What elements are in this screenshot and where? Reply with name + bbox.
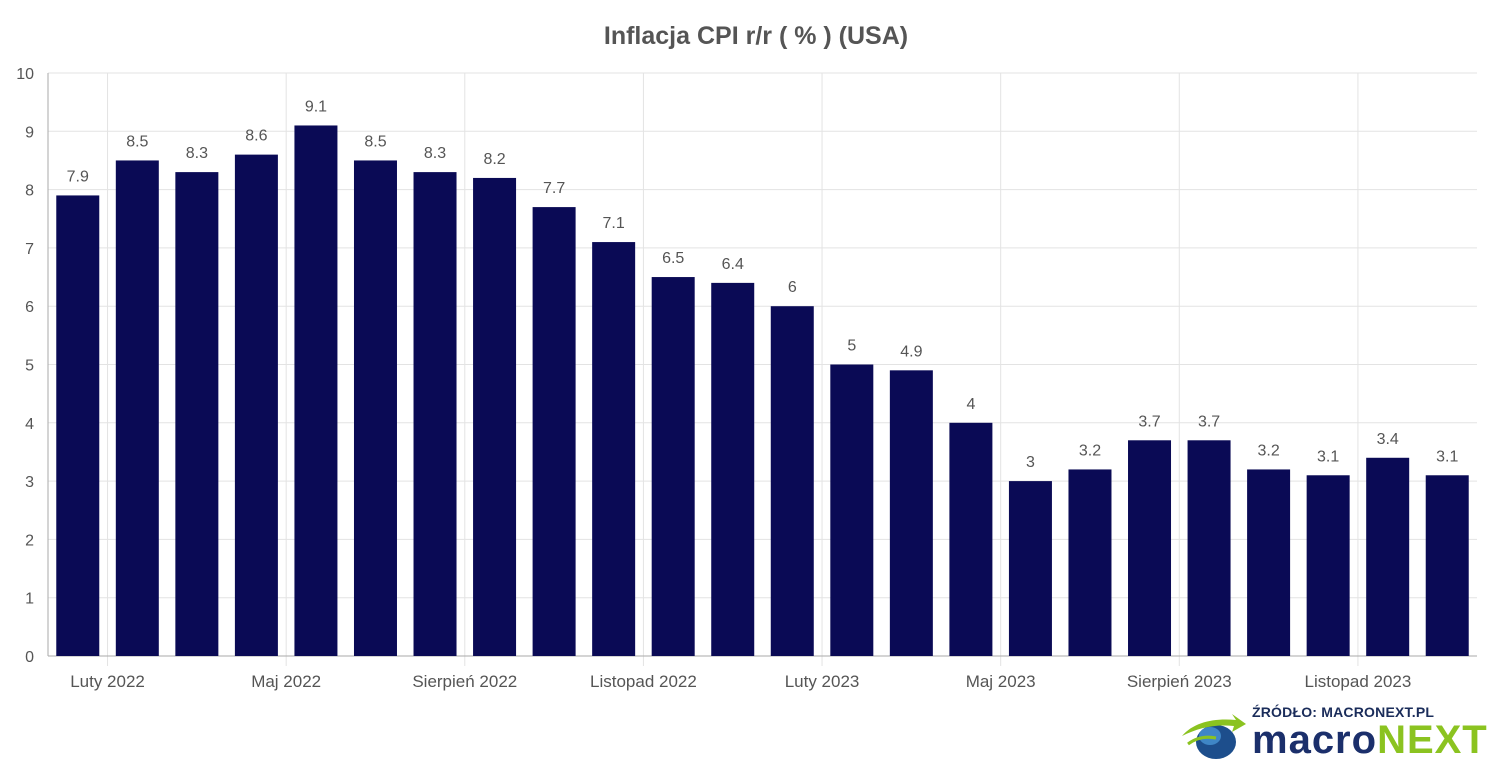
data-label: 7.7 [543, 180, 565, 197]
y-tick-label: 0 [25, 649, 34, 666]
macronext-logo-icon [1182, 714, 1246, 759]
bar [353, 160, 397, 656]
bar [592, 242, 636, 656]
y-tick-label: 7 [25, 241, 34, 258]
data-label: 3.2 [1257, 442, 1279, 459]
x-tick-label: Luty 2022 [70, 672, 145, 691]
y-tick-label: 10 [16, 66, 34, 83]
x-tick-label: Luty 2023 [785, 672, 860, 691]
bar [1306, 475, 1350, 656]
chart: 0 1 2 3 4 5 6 7 8 9 10 Luty 2022 Maj 2022 Sierpień 20… [16, 66, 1477, 691]
bar [56, 195, 100, 656]
brand-part-1: macro [1252, 718, 1378, 762]
gridlines [48, 72, 1477, 666]
x-tick-label: Listopad 2022 [590, 672, 697, 691]
x-tick-label: Sierpień 2022 [412, 672, 517, 691]
bar [294, 125, 338, 657]
data-label: 3.1 [1317, 448, 1339, 465]
x-tick-label: Maj 2022 [251, 672, 321, 691]
data-label: 4.9 [900, 343, 922, 360]
data-label: 3.2 [1079, 442, 1101, 459]
y-tick-label: 4 [25, 416, 34, 433]
labels: 0 1 2 3 4 5 6 7 8 9 10 Luty 2022 Maj 2022 Sierpień 20… [16, 66, 1458, 691]
bar [473, 177, 517, 656]
x-tick-label: Sierpień 2023 [1127, 672, 1232, 691]
y-tick-label: 6 [25, 299, 34, 316]
data-label: 3.7 [1138, 413, 1160, 430]
bar [115, 160, 159, 656]
bar [1187, 440, 1231, 656]
data-label: 6 [788, 279, 797, 296]
y-tick-label: 9 [25, 124, 34, 141]
bar [711, 282, 755, 656]
x-tick-label: Maj 2023 [966, 672, 1036, 691]
chart-title: Inflacja CPI r/r ( % ) (USA) [603, 22, 909, 50]
data-label: 8.3 [424, 145, 446, 162]
axes [47, 73, 1477, 657]
bar [889, 370, 933, 656]
data-label: 3.7 [1198, 413, 1220, 430]
bar [1068, 469, 1112, 656]
data-label: 8.6 [245, 128, 267, 145]
data-label: 8.2 [483, 151, 505, 168]
data-label: 9.1 [305, 98, 327, 115]
bar [175, 172, 219, 657]
data-label: 8.5 [364, 133, 386, 150]
data-label: 3.1 [1436, 448, 1458, 465]
data-label: 7.9 [67, 168, 89, 185]
bar [1366, 457, 1410, 656]
bars [56, 125, 1469, 657]
data-label: 7.1 [603, 215, 625, 232]
data-label: 4 [966, 396, 975, 413]
y-tick-label: 1 [25, 591, 34, 608]
bar [949, 422, 993, 656]
data-label: 5 [847, 338, 856, 355]
bar [532, 207, 576, 656]
y-tick-label: 8 [25, 183, 34, 200]
data-label: 8.3 [186, 145, 208, 162]
brand-logo: macroNEXT [1252, 718, 1488, 762]
data-label: 8.5 [126, 133, 148, 150]
bar [1425, 475, 1469, 656]
bar [1008, 481, 1052, 656]
bar [1128, 440, 1172, 656]
x-tick-label: Listopad 2023 [1305, 672, 1412, 691]
data-label: 6.4 [722, 256, 744, 273]
bar [770, 306, 814, 656]
bar [651, 277, 695, 656]
bar [234, 154, 278, 656]
bar [413, 172, 457, 657]
y-tick-label: 2 [25, 532, 34, 549]
bar [1247, 469, 1291, 656]
source-text: ŹRÓDŁO: MACRONEXT.PL [1252, 704, 1435, 720]
y-tick-label: 3 [25, 474, 34, 491]
bar [830, 364, 874, 656]
data-label: 3.4 [1377, 431, 1399, 448]
data-label: 6.5 [662, 250, 684, 267]
y-tick-label: 5 [25, 358, 34, 375]
brand-part-2: NEXT [1377, 718, 1488, 762]
data-label: 3 [1026, 454, 1035, 471]
